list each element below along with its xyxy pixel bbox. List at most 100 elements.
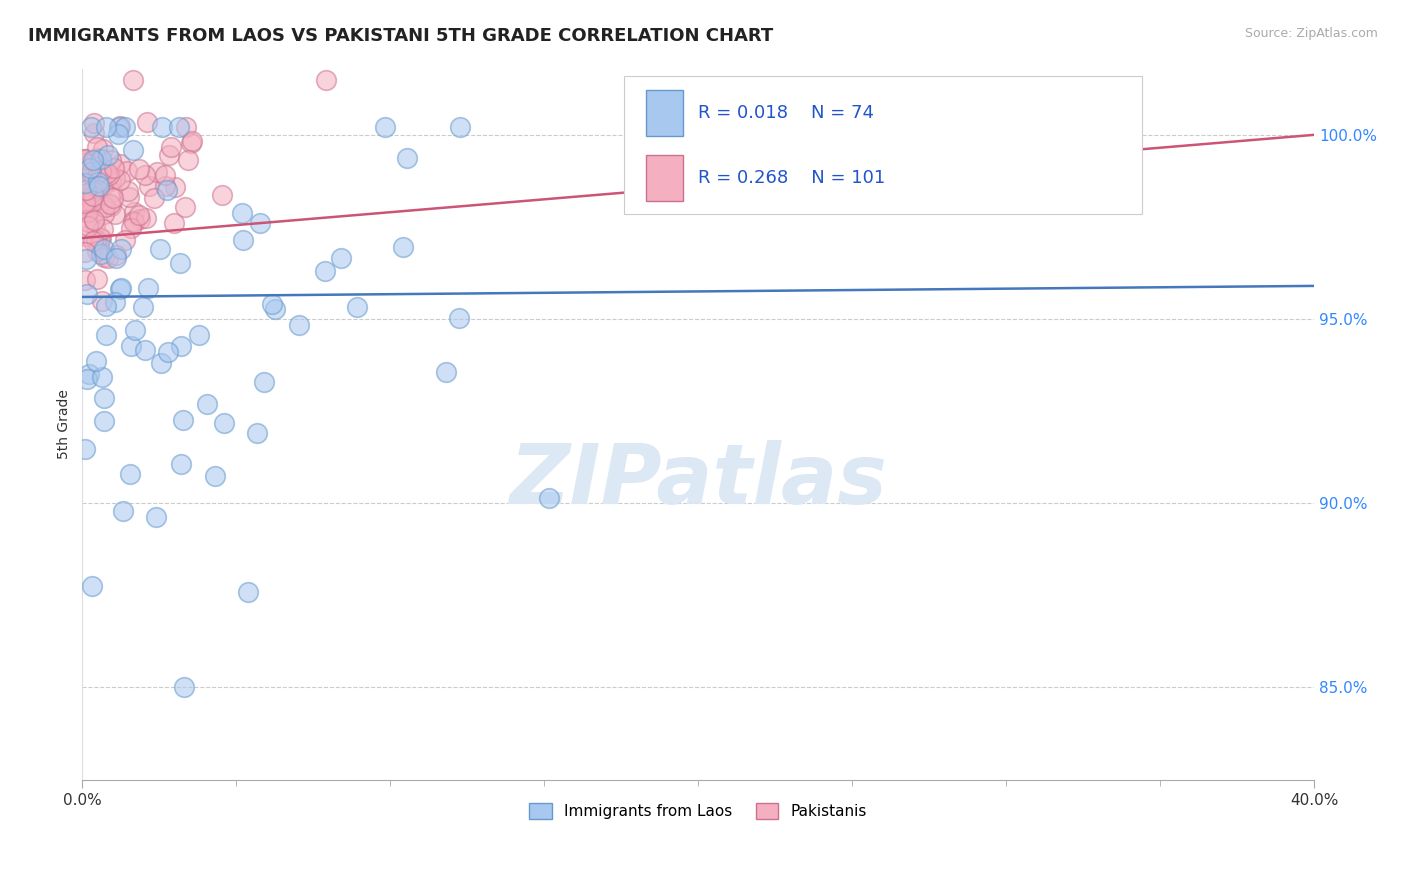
- Point: [94, 300, 117, 314]
- Point: [75, 252, 97, 267]
- Point: [93, 142, 115, 156]
- Point: [100, 185, 122, 199]
- Point: [75, 245, 97, 260]
- Point: [77, 215, 100, 229]
- Legend: Immigrants from Laos, Pakistanis: Immigrants from Laos, Pakistanis: [523, 797, 873, 825]
- Point: [100, 153, 122, 167]
- Point: [91, 222, 114, 236]
- Point: [75, 187, 97, 202]
- Point: [167, 120, 190, 135]
- Point: [118, 189, 141, 203]
- Point: [134, 168, 156, 182]
- Point: [262, 296, 284, 310]
- Point: [188, 327, 211, 342]
- Point: [97, 251, 120, 265]
- Point: [145, 510, 167, 524]
- Point: [447, 310, 470, 325]
- Point: [118, 467, 141, 482]
- Point: [87, 167, 110, 181]
- Point: [89, 181, 111, 195]
- Point: [93, 391, 115, 405]
- Point: [156, 344, 179, 359]
- Point: [86, 151, 108, 165]
- Point: [122, 143, 145, 157]
- Point: [128, 211, 150, 226]
- Point: [76, 205, 98, 219]
- Text: Source: ZipAtlas.com: Source: ZipAtlas.com: [1244, 27, 1378, 40]
- Point: [149, 242, 172, 256]
- Point: [75, 442, 97, 456]
- Point: [84, 195, 107, 210]
- Point: [231, 206, 253, 220]
- Point: [86, 140, 108, 154]
- Point: [114, 120, 136, 135]
- Point: [110, 119, 132, 133]
- Point: [180, 136, 202, 150]
- Point: [87, 175, 110, 189]
- Point: [75, 196, 97, 211]
- Point: [91, 179, 114, 194]
- Point: [77, 367, 100, 381]
- Point: [169, 256, 191, 270]
- Point: [108, 173, 131, 187]
- Point: [76, 205, 98, 219]
- Point: [75, 273, 97, 287]
- Point: [232, 233, 254, 247]
- Point: [77, 219, 100, 233]
- Point: [76, 287, 98, 301]
- Point: [174, 120, 197, 134]
- Point: [212, 417, 235, 431]
- Point: [91, 293, 114, 308]
- Point: [105, 248, 128, 262]
- Point: [96, 327, 118, 342]
- Point: [253, 375, 276, 389]
- Point: [120, 220, 142, 235]
- Point: [79, 165, 101, 179]
- Point: [82, 153, 104, 168]
- Point: [173, 680, 195, 694]
- Point: [121, 339, 143, 353]
- Point: [263, 301, 285, 316]
- Point: [177, 153, 200, 167]
- Point: [75, 153, 97, 168]
- Point: [93, 162, 115, 177]
- Point: [104, 207, 127, 221]
- Point: [121, 72, 143, 87]
- Point: [146, 165, 169, 179]
- Bar: [647, 90, 683, 136]
- Point: [77, 185, 100, 199]
- Point: [236, 585, 259, 599]
- Point: [84, 233, 107, 247]
- Point: [110, 157, 132, 171]
- Text: ZIPatlas: ZIPatlas: [509, 441, 887, 522]
- Point: [90, 247, 112, 261]
- Point: [84, 219, 107, 233]
- Point: [83, 212, 105, 227]
- Point: [75, 177, 97, 191]
- Point: [204, 469, 226, 483]
- Point: [82, 235, 104, 249]
- Point: [174, 200, 197, 214]
- Point: [79, 199, 101, 213]
- Point: [87, 238, 110, 252]
- Point: [93, 207, 115, 221]
- Point: [83, 116, 105, 130]
- Point: [288, 318, 311, 333]
- Point: [195, 396, 218, 410]
- Point: [395, 151, 418, 165]
- Point: [135, 211, 157, 226]
- Point: [156, 183, 179, 197]
- Point: [93, 414, 115, 428]
- Point: [76, 186, 98, 201]
- Point: [108, 120, 131, 135]
- Point: [114, 233, 136, 247]
- Point: [83, 154, 105, 169]
- Point: [103, 161, 125, 175]
- Point: [75, 194, 97, 209]
- Point: [434, 365, 457, 379]
- Point: [87, 179, 110, 194]
- Point: [103, 294, 125, 309]
- Point: [76, 372, 98, 386]
- Point: [100, 173, 122, 187]
- Point: [128, 208, 150, 222]
